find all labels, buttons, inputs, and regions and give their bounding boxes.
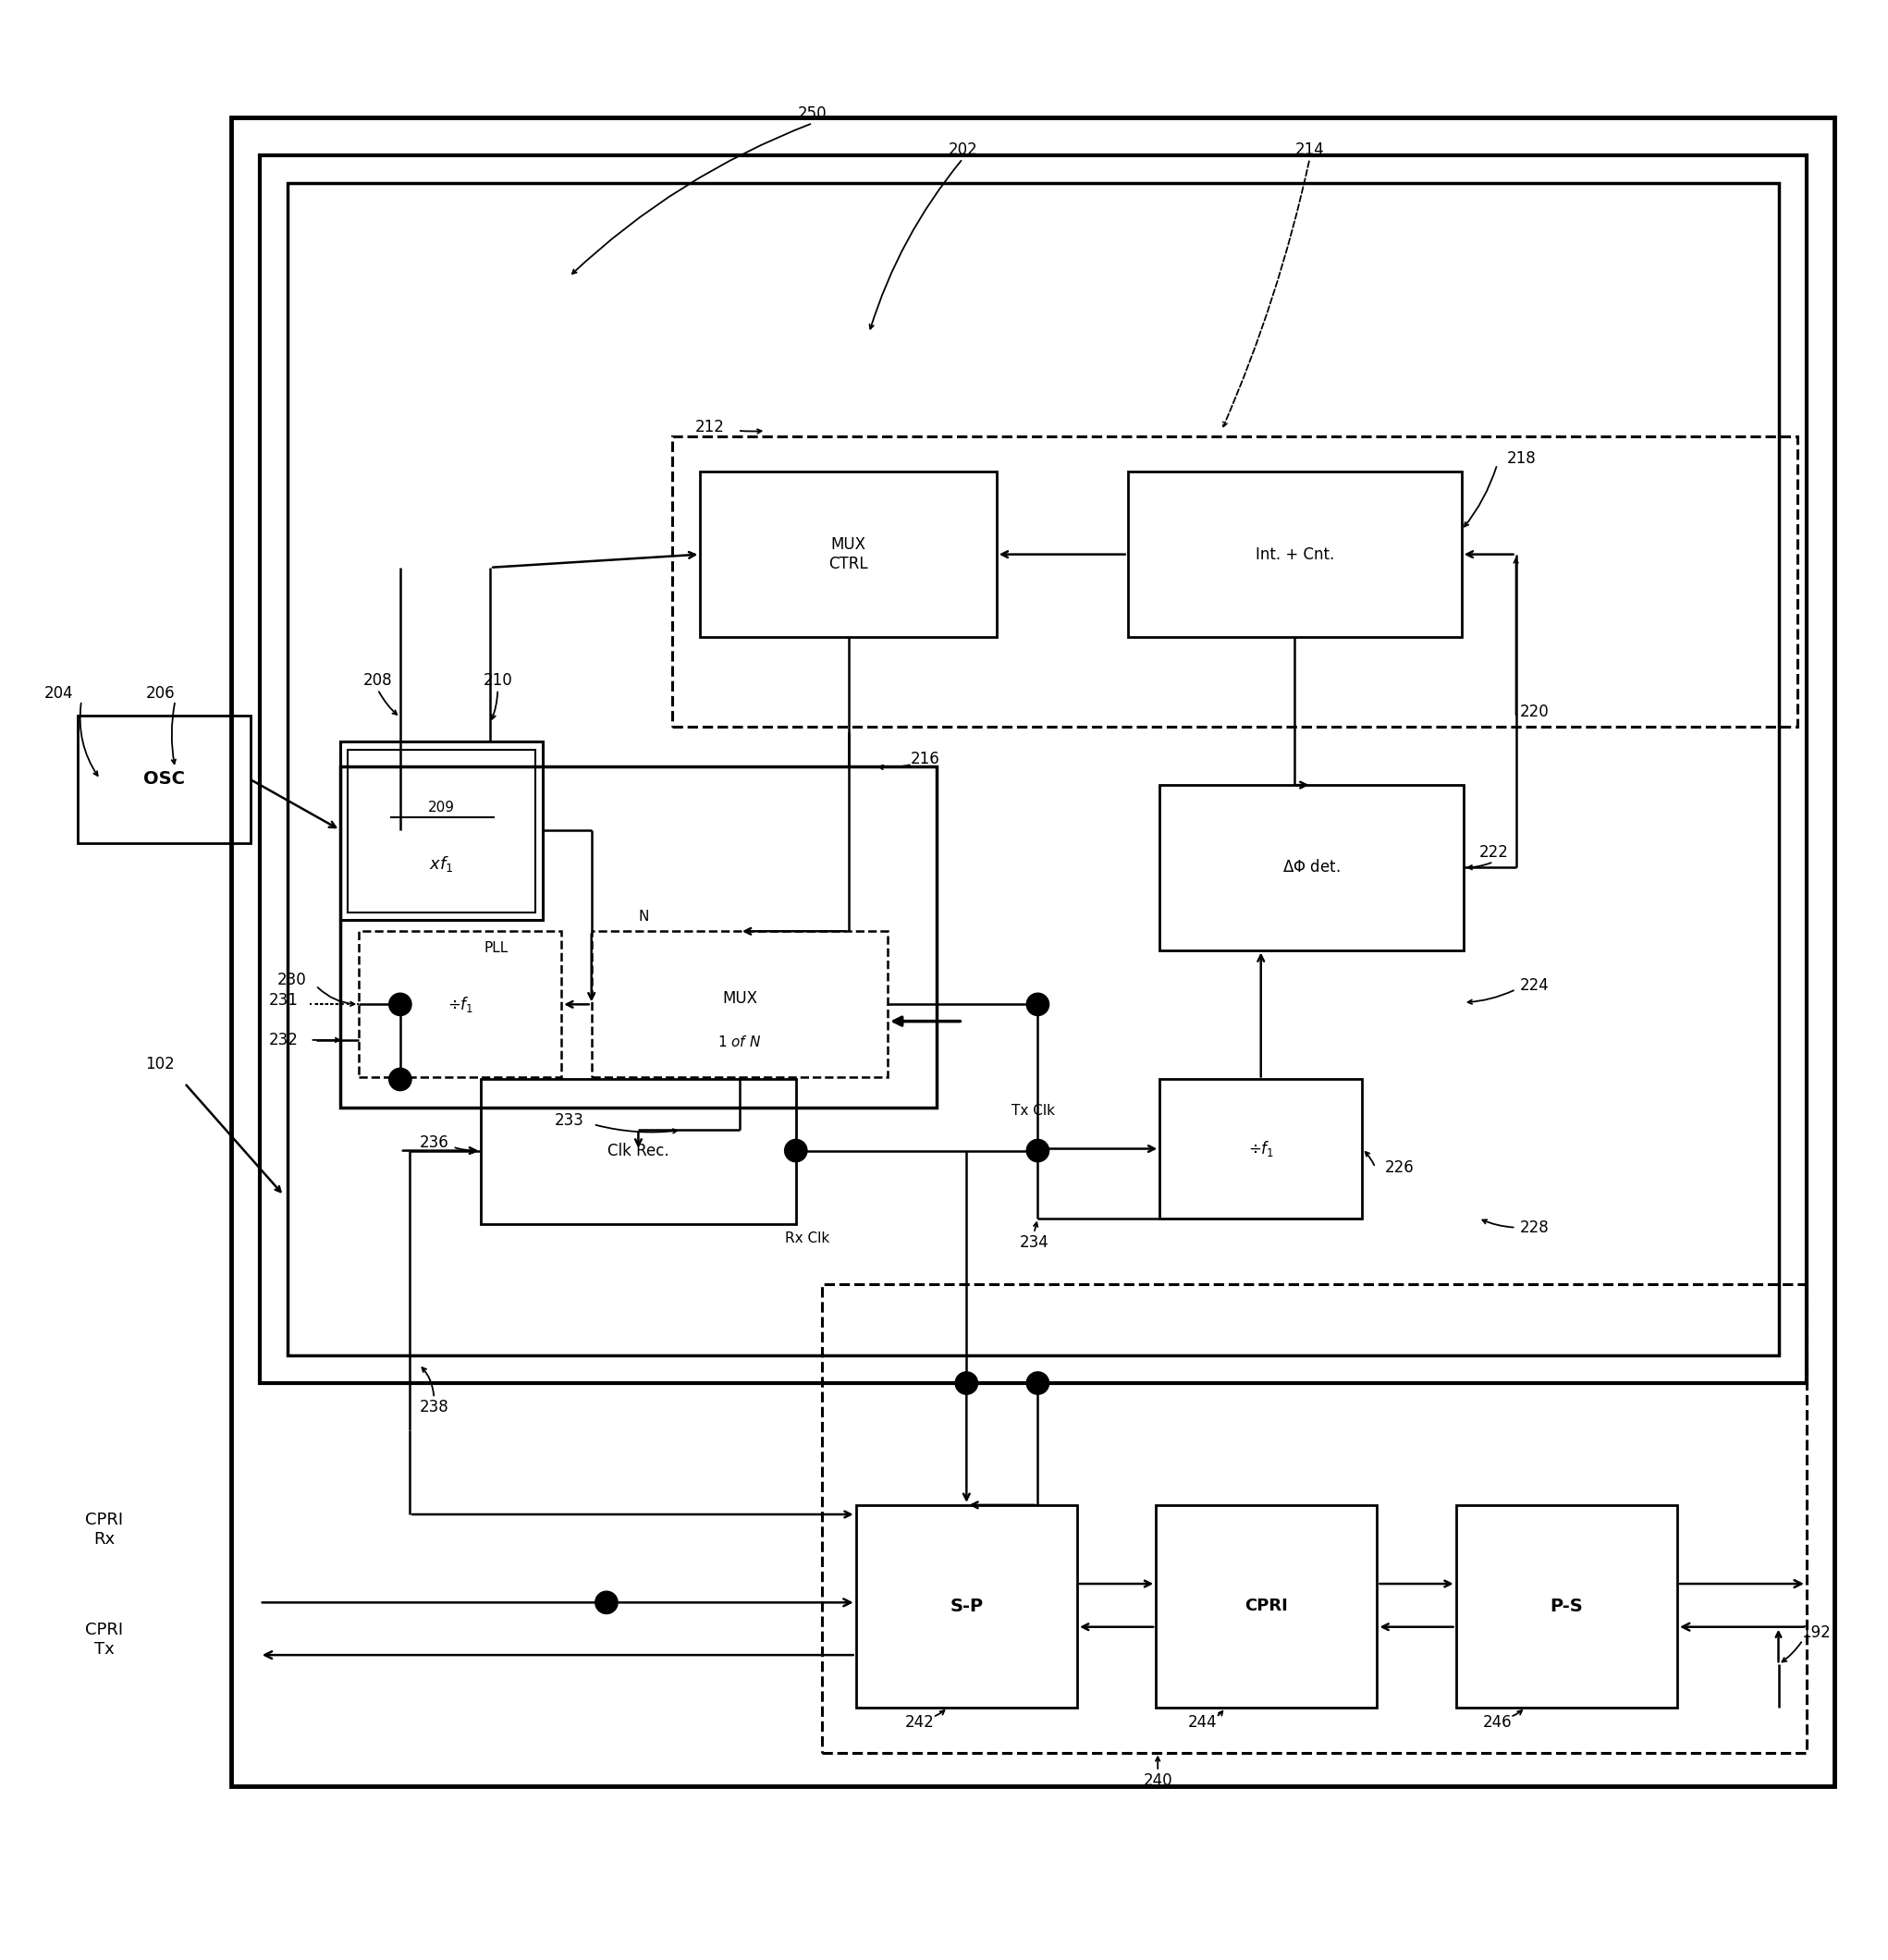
Text: MUX
CTRL: MUX CTRL bbox=[829, 537, 868, 572]
Text: 206: 206 bbox=[145, 684, 176, 702]
Bar bbox=[340, 766, 936, 1107]
Text: 222: 222 bbox=[1478, 845, 1509, 860]
Text: 202: 202 bbox=[948, 141, 978, 157]
Text: $\Delta\Phi$ det.: $\Delta\Phi$ det. bbox=[1282, 858, 1340, 876]
Text: 224: 224 bbox=[1520, 978, 1550, 994]
Circle shape bbox=[955, 1372, 978, 1394]
Bar bbox=[1127, 472, 1461, 637]
Text: $\mathit{1\ of\ N}$: $\mathit{1\ of\ N}$ bbox=[717, 1035, 761, 1049]
Text: 238: 238 bbox=[419, 1399, 449, 1415]
Text: 102: 102 bbox=[145, 1056, 176, 1072]
Text: S-P: S-P bbox=[950, 1597, 984, 1615]
Bar bbox=[1159, 786, 1463, 951]
Text: Clk Rec.: Clk Rec. bbox=[608, 1143, 668, 1158]
Text: 204: 204 bbox=[43, 684, 74, 702]
Text: 250: 250 bbox=[799, 106, 827, 122]
Bar bbox=[700, 472, 997, 637]
Text: 231: 231 bbox=[270, 992, 298, 1009]
Text: 212: 212 bbox=[695, 419, 725, 435]
Text: 236: 236 bbox=[419, 1135, 449, 1151]
Text: N: N bbox=[638, 909, 649, 923]
Text: 216: 216 bbox=[910, 751, 940, 766]
Bar bbox=[232, 118, 1835, 1786]
Bar bbox=[821, 1284, 1807, 1752]
Text: 240: 240 bbox=[1142, 1772, 1172, 1789]
Bar bbox=[340, 743, 542, 919]
Text: P-S: P-S bbox=[1550, 1597, 1582, 1615]
Text: PLL: PLL bbox=[483, 941, 508, 955]
Text: 192: 192 bbox=[1801, 1625, 1831, 1641]
Text: 242: 242 bbox=[904, 1715, 935, 1731]
Text: 232: 232 bbox=[270, 1031, 298, 1049]
Text: CPRI: CPRI bbox=[1244, 1597, 1288, 1615]
Bar bbox=[259, 155, 1807, 1384]
Circle shape bbox=[389, 994, 412, 1015]
Circle shape bbox=[785, 1139, 806, 1162]
Text: 218: 218 bbox=[1507, 451, 1537, 466]
Text: 209: 209 bbox=[429, 800, 455, 815]
Text: OSC: OSC bbox=[143, 770, 185, 788]
Circle shape bbox=[1027, 1372, 1050, 1394]
Text: 220: 220 bbox=[1520, 704, 1550, 719]
Text: 210: 210 bbox=[483, 672, 512, 688]
Text: 233: 233 bbox=[555, 1113, 583, 1129]
Bar bbox=[1456, 1505, 1677, 1707]
Text: Rx Clk: Rx Clk bbox=[785, 1231, 829, 1247]
Text: 230: 230 bbox=[278, 972, 306, 988]
Bar bbox=[287, 182, 1778, 1354]
Bar bbox=[77, 715, 251, 843]
Circle shape bbox=[389, 1068, 412, 1090]
Text: 208: 208 bbox=[362, 672, 393, 688]
Bar bbox=[855, 1505, 1078, 1707]
Circle shape bbox=[1027, 994, 1050, 1015]
Text: CPRI
Tx: CPRI Tx bbox=[85, 1623, 123, 1658]
Text: CPRI
Rx: CPRI Rx bbox=[85, 1511, 123, 1546]
Text: 244: 244 bbox=[1188, 1715, 1218, 1731]
Text: 234: 234 bbox=[1020, 1235, 1048, 1250]
Bar bbox=[359, 931, 561, 1078]
Text: $xf_1$: $xf_1$ bbox=[429, 855, 453, 874]
Bar bbox=[672, 437, 1797, 727]
Text: $\div f_1$: $\div f_1$ bbox=[1248, 1139, 1274, 1158]
Bar bbox=[347, 749, 534, 913]
Text: 214: 214 bbox=[1295, 141, 1323, 157]
Bar bbox=[481, 1080, 797, 1223]
Bar bbox=[1159, 1080, 1361, 1217]
Text: MUX: MUX bbox=[721, 990, 757, 1007]
Text: $\div f_1$: $\div f_1$ bbox=[447, 994, 474, 1013]
Text: 226: 226 bbox=[1386, 1158, 1414, 1176]
Circle shape bbox=[1027, 1139, 1050, 1162]
Text: 246: 246 bbox=[1482, 1715, 1512, 1731]
Bar bbox=[1155, 1505, 1376, 1707]
Circle shape bbox=[595, 1592, 617, 1613]
Text: Tx Clk: Tx Clk bbox=[1012, 1103, 1055, 1119]
Bar bbox=[591, 931, 887, 1078]
Text: 228: 228 bbox=[1520, 1219, 1550, 1237]
Text: Int. + Cnt.: Int. + Cnt. bbox=[1256, 547, 1335, 563]
